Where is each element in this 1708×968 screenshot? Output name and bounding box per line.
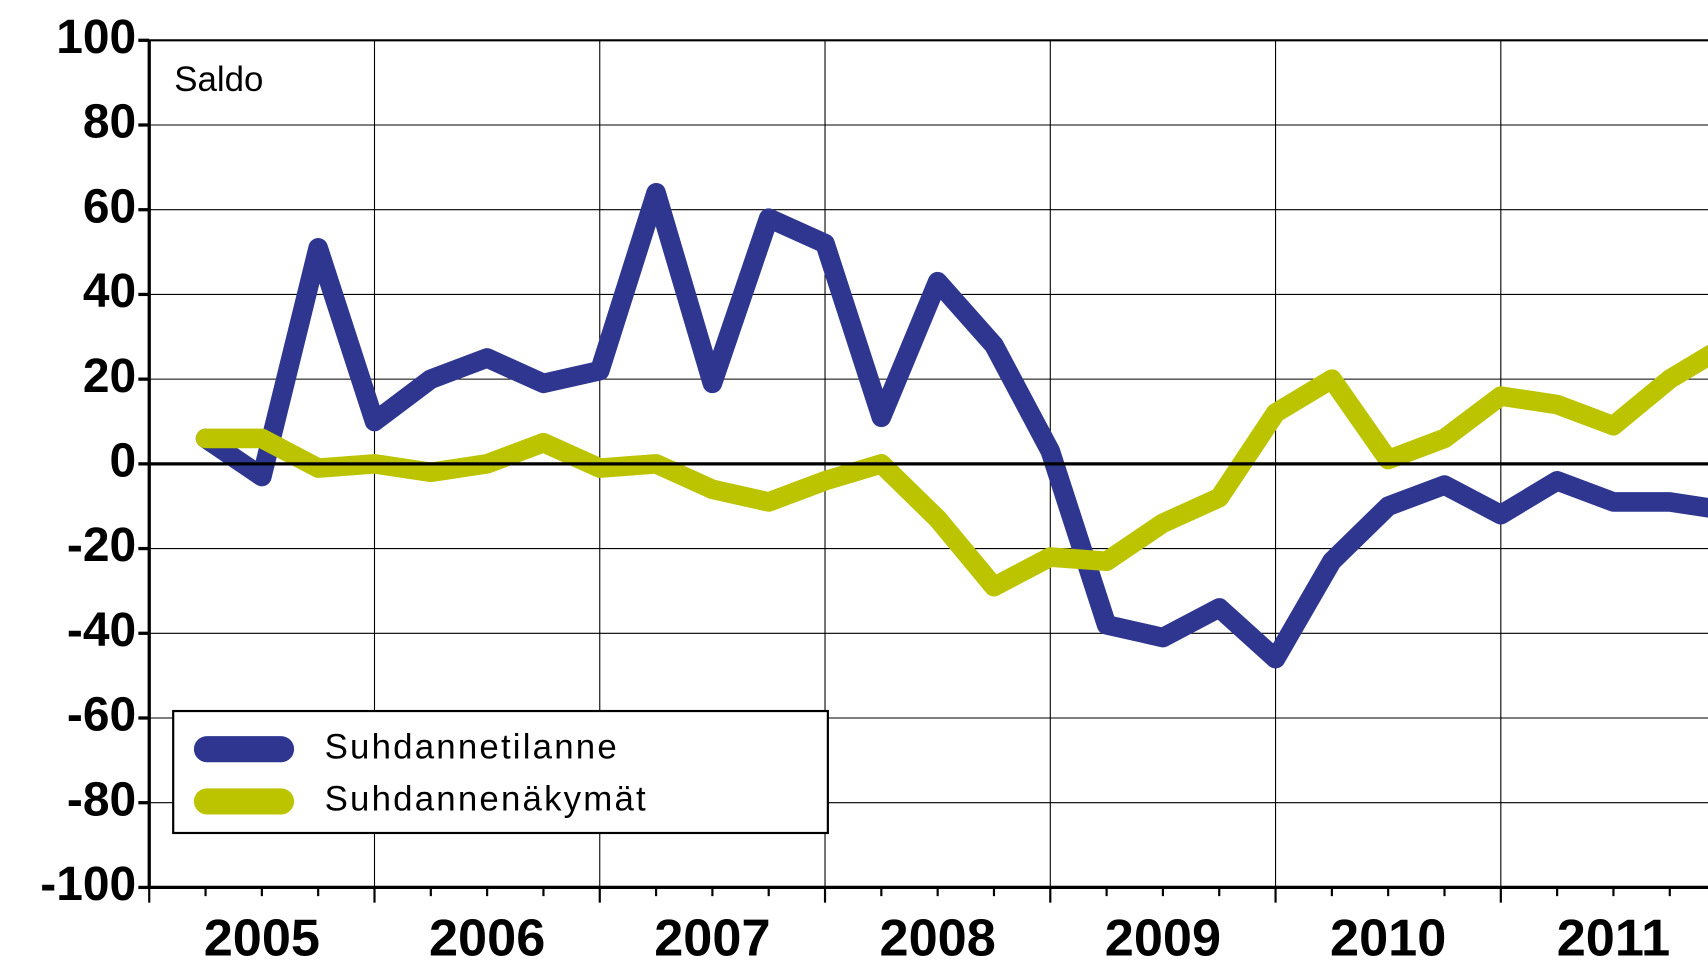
x-tick-label: 2010 — [1330, 910, 1446, 968]
x-tick-label: 2011 — [1557, 910, 1670, 968]
y-tick-label: 60 — [83, 180, 136, 233]
y-tick-label: -40 — [67, 604, 136, 657]
x-tick-label: 2008 — [880, 910, 996, 968]
x-tick-label: 2006 — [429, 910, 545, 968]
y-tick-label: -100 — [40, 858, 136, 911]
series-line — [195, 182, 1708, 669]
y-tick-label: 0 — [109, 435, 136, 488]
y-tick-label: 20 — [83, 350, 136, 403]
subtitle: Saldo — [174, 60, 263, 99]
y-tick-label: -20 — [67, 519, 136, 572]
series-line — [195, 344, 1708, 597]
x-tick-label: 2007 — [654, 910, 770, 968]
legend-label: Suhdannetilanne — [325, 727, 619, 766]
y-tick-label: 100 — [56, 11, 136, 64]
legend-label: Suhdannenäkymät — [325, 780, 648, 819]
y-tick-label: 80 — [83, 96, 136, 149]
x-tick-label: 2005 — [204, 910, 320, 968]
x-tick-label: 2009 — [1105, 910, 1221, 968]
y-tick-label: 40 — [83, 265, 136, 318]
y-tick-label: -80 — [67, 773, 136, 826]
y-tick-label: -60 — [67, 689, 136, 742]
